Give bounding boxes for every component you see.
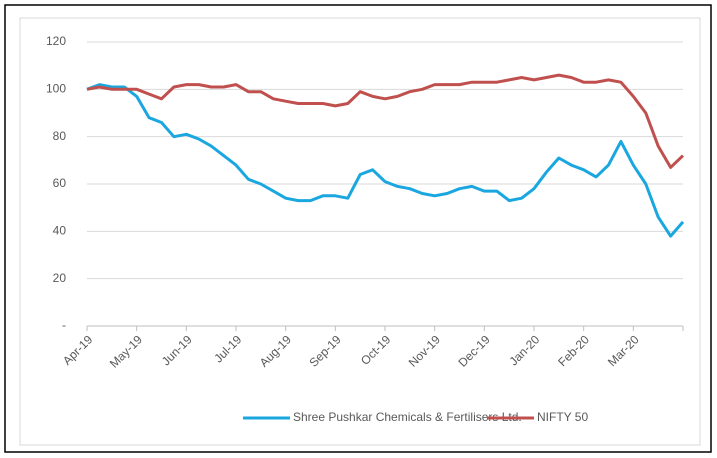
y-tick-label: 80: [53, 129, 67, 143]
y-tick-label: 120: [46, 34, 66, 48]
x-tick-label: Feb-20: [555, 332, 592, 369]
y-tick-label: 100: [46, 82, 66, 96]
series-line: [86, 73, 685, 169]
plot-frame: [19, 17, 701, 446]
chart-border: [4, 4, 712, 453]
series-line: [86, 83, 685, 238]
y-tick-label: -: [62, 318, 66, 332]
x-tick-label: Dec-19: [455, 332, 492, 369]
x-tick-label: Jul-19: [211, 332, 244, 365]
x-tick-label: May-19: [107, 332, 145, 370]
x-tick-label: Jun-19: [159, 332, 195, 368]
y-tick-label: 40: [53, 224, 67, 238]
y-tick-label: 60: [53, 176, 67, 190]
x-tick-label: Mar-20: [605, 332, 642, 369]
y-tick-label: 20: [53, 271, 67, 285]
x-tick-label: Apr-19: [60, 332, 96, 368]
x-tick-label: Jan-20: [507, 332, 543, 368]
x-tick-label: Oct-19: [358, 332, 394, 368]
x-tick-label: Aug-19: [257, 332, 294, 369]
x-tick-label: Nov-19: [406, 332, 443, 369]
legend-label: NIFTY 50: [537, 410, 588, 424]
legend-label: Shree Pushkar Chemicals & Fertilisers Lt…: [293, 410, 522, 424]
x-tick-label: Sep-19: [306, 332, 343, 369]
